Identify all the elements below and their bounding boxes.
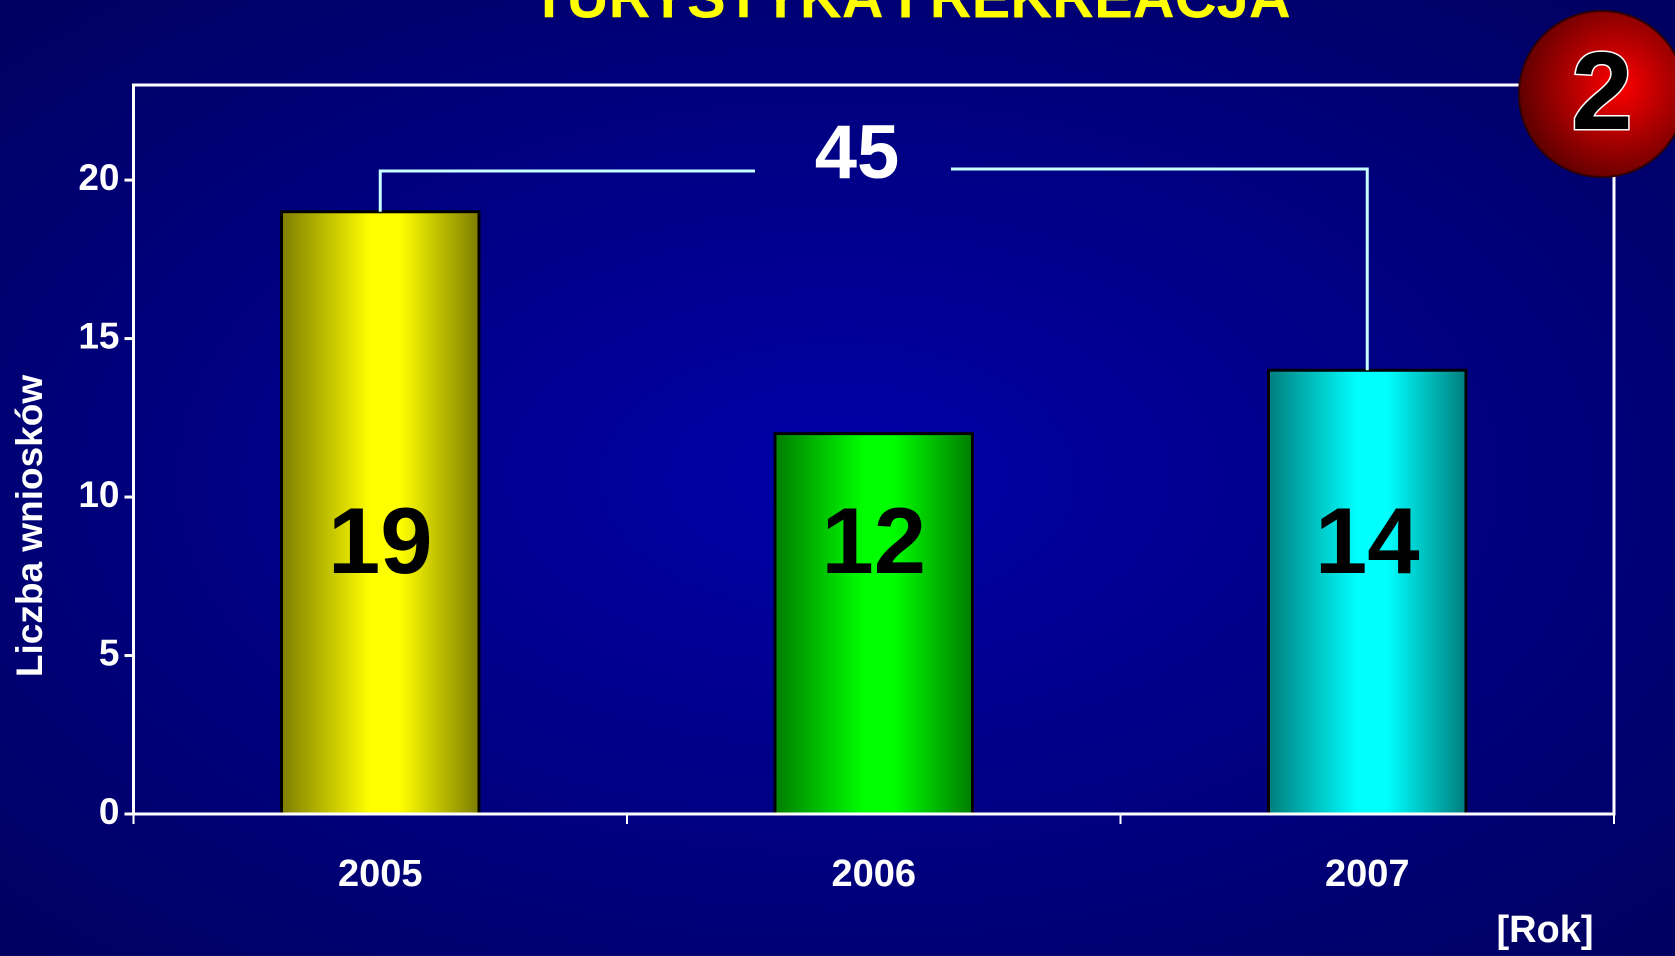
badge-label: 2 bbox=[1571, 30, 1632, 153]
chart-title: TURYSTYKA I REKREACJA bbox=[531, 0, 1290, 30]
x-tick-label: 2005 bbox=[338, 853, 423, 895]
data-label: 14 bbox=[1315, 488, 1420, 593]
total-annotation: 45 bbox=[815, 110, 900, 195]
bracket bbox=[951, 167, 1369, 371]
x-tick-label: 2006 bbox=[831, 853, 916, 895]
y-tick-label: 10 bbox=[78, 474, 119, 515]
x-axis-label: [Rok] bbox=[1496, 909, 1593, 951]
data-label: 19 bbox=[328, 488, 433, 593]
y-tick-label: 20 bbox=[78, 157, 119, 198]
y-axis-label: Liczba wniosków bbox=[9, 375, 50, 677]
data-label: 12 bbox=[821, 488, 926, 593]
bracket bbox=[378, 169, 755, 212]
bar-shade bbox=[776, 435, 971, 813]
bar-shade bbox=[1270, 371, 1465, 813]
y-tick-label: 5 bbox=[99, 632, 120, 673]
y-tick-label: 0 bbox=[99, 791, 120, 832]
badge bbox=[1518, 10, 1675, 178]
x-tick-label: 2007 bbox=[1325, 853, 1410, 895]
y-tick-label: 15 bbox=[78, 315, 119, 356]
bar-shade bbox=[283, 213, 478, 813]
